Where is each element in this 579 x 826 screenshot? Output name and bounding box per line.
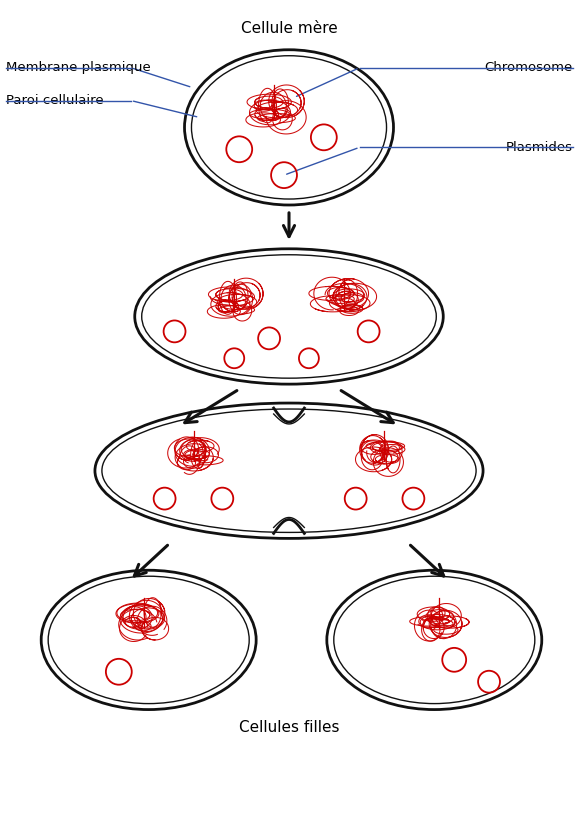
Ellipse shape: [95, 403, 483, 539]
Ellipse shape: [185, 50, 394, 205]
Text: Plasmides: Plasmides: [505, 140, 573, 154]
Text: Membrane plasmique: Membrane plasmique: [6, 61, 151, 74]
Text: Paroi cellulaire: Paroi cellulaire: [6, 94, 104, 107]
Text: Cellules filles: Cellules filles: [239, 719, 339, 734]
Ellipse shape: [327, 570, 542, 710]
Text: Chromosome: Chromosome: [485, 61, 573, 74]
Ellipse shape: [41, 570, 256, 710]
Ellipse shape: [135, 249, 444, 384]
Text: Cellule mère: Cellule mère: [241, 21, 338, 36]
